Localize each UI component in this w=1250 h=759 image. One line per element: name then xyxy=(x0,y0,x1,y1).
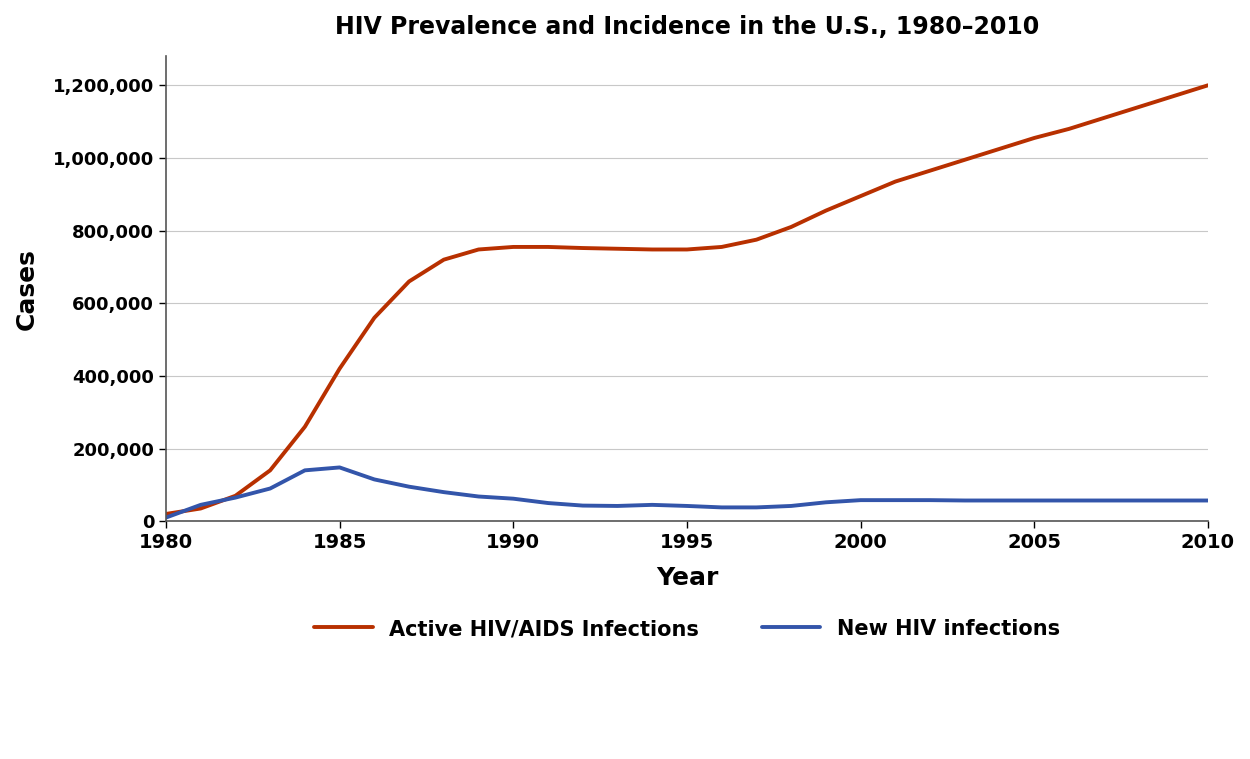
New HIV infections xyxy=(575,501,590,510)
Active HIV/AIDS Infections xyxy=(575,244,590,253)
Active HIV/AIDS Infections xyxy=(1061,124,1076,134)
Active HIV/AIDS Infections xyxy=(262,466,278,475)
New HIV infections xyxy=(1096,496,1111,505)
Active HIV/AIDS Infections xyxy=(645,245,660,254)
X-axis label: Year: Year xyxy=(656,566,719,590)
New HIV infections xyxy=(298,466,312,475)
Active HIV/AIDS Infections xyxy=(1026,134,1041,143)
New HIV infections xyxy=(540,499,555,508)
New HIV infections xyxy=(262,484,278,493)
Active HIV/AIDS Infections xyxy=(714,242,729,251)
Active HIV/AIDS Infections xyxy=(888,177,902,186)
Active HIV/AIDS Infections xyxy=(540,242,555,251)
Y-axis label: Cases: Cases xyxy=(15,247,39,329)
Active HIV/AIDS Infections xyxy=(749,235,764,244)
New HIV infections xyxy=(332,463,348,472)
Active HIV/AIDS Infections xyxy=(958,155,972,164)
New HIV infections xyxy=(819,498,834,507)
Active HIV/AIDS Infections xyxy=(819,206,834,215)
New HIV infections xyxy=(958,496,972,505)
New HIV infections xyxy=(610,502,625,511)
Active HIV/AIDS Infections xyxy=(366,313,381,323)
New HIV infections xyxy=(506,494,521,503)
Line: New HIV infections: New HIV infections xyxy=(166,468,1208,518)
New HIV infections xyxy=(1200,496,1215,505)
Line: Active HIV/AIDS Infections: Active HIV/AIDS Infections xyxy=(166,85,1208,514)
New HIV infections xyxy=(401,482,416,491)
New HIV infections xyxy=(228,493,242,502)
Active HIV/AIDS Infections xyxy=(506,242,521,251)
New HIV infections xyxy=(784,502,799,511)
New HIV infections xyxy=(194,500,209,509)
Active HIV/AIDS Infections xyxy=(298,422,312,431)
New HIV infections xyxy=(888,496,902,505)
Active HIV/AIDS Infections xyxy=(436,255,451,264)
New HIV infections xyxy=(714,503,729,512)
Active HIV/AIDS Infections xyxy=(194,504,209,513)
New HIV infections xyxy=(1061,496,1076,505)
Active HIV/AIDS Infections xyxy=(992,144,1008,153)
New HIV infections xyxy=(1166,496,1181,505)
Active HIV/AIDS Infections xyxy=(922,166,938,175)
New HIV infections xyxy=(854,496,869,505)
Title: HIV Prevalence and Incidence in the U.S., 1980–2010: HIV Prevalence and Incidence in the U.S.… xyxy=(335,15,1039,39)
Active HIV/AIDS Infections xyxy=(228,491,242,500)
New HIV infections xyxy=(1131,496,1146,505)
New HIV infections xyxy=(645,500,660,509)
New HIV infections xyxy=(366,475,381,484)
New HIV infections xyxy=(749,503,764,512)
Active HIV/AIDS Infections xyxy=(680,245,695,254)
Active HIV/AIDS Infections xyxy=(159,509,174,518)
Legend: Active HIV/AIDS Infections, New HIV infections: Active HIV/AIDS Infections, New HIV infe… xyxy=(306,611,1068,647)
New HIV infections xyxy=(1026,496,1041,505)
New HIV infections xyxy=(680,502,695,511)
New HIV infections xyxy=(922,496,938,505)
Active HIV/AIDS Infections xyxy=(1131,102,1146,112)
New HIV infections xyxy=(471,492,486,501)
Active HIV/AIDS Infections xyxy=(332,364,348,373)
Active HIV/AIDS Infections xyxy=(401,277,416,286)
Active HIV/AIDS Infections xyxy=(1096,113,1111,122)
New HIV infections xyxy=(992,496,1008,505)
Active HIV/AIDS Infections xyxy=(471,245,486,254)
Active HIV/AIDS Infections xyxy=(784,222,799,231)
New HIV infections xyxy=(159,513,174,522)
Active HIV/AIDS Infections xyxy=(610,244,625,254)
Active HIV/AIDS Infections xyxy=(1166,92,1181,101)
New HIV infections xyxy=(436,487,451,496)
Active HIV/AIDS Infections xyxy=(854,191,869,200)
Active HIV/AIDS Infections xyxy=(1200,80,1215,90)
